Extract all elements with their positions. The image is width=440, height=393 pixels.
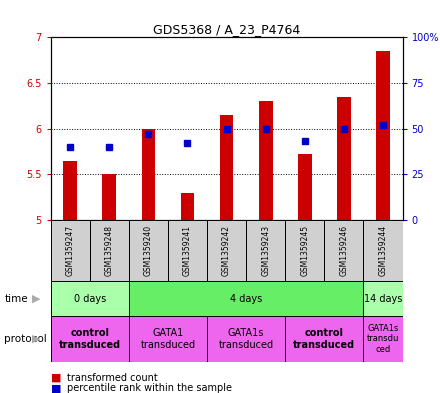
Text: GATA1
transduced: GATA1 transduced	[140, 328, 195, 350]
Text: control
transduced: control transduced	[293, 328, 356, 350]
Bar	[337, 97, 351, 220]
Bar	[51, 316, 129, 362]
Text: time: time	[4, 294, 28, 304]
Bar	[63, 161, 77, 220]
Text: GSM1359243: GSM1359243	[261, 225, 270, 276]
Text: GATA1s
transdu
ced: GATA1s transdu ced	[367, 324, 399, 354]
Text: protocol: protocol	[4, 334, 47, 344]
Bar	[129, 220, 168, 281]
Text: transformed count: transformed count	[67, 373, 158, 383]
Bar	[207, 316, 285, 362]
Bar	[51, 281, 129, 316]
Bar	[129, 281, 363, 316]
Bar	[259, 101, 272, 220]
Text: GSM1359242: GSM1359242	[222, 225, 231, 276]
Text: GSM1359246: GSM1359246	[339, 225, 348, 276]
Bar	[168, 220, 207, 281]
Text: ▶: ▶	[32, 334, 40, 344]
Text: control
transduced: control transduced	[59, 328, 121, 350]
Text: 4 days: 4 days	[230, 294, 262, 304]
Bar	[51, 220, 90, 281]
Text: GSM1359247: GSM1359247	[66, 225, 75, 276]
Text: ■: ■	[51, 373, 61, 383]
Text: GSM1359245: GSM1359245	[301, 225, 309, 276]
Bar	[363, 316, 403, 362]
Text: 14 days: 14 days	[364, 294, 402, 304]
Bar	[129, 316, 207, 362]
Bar	[285, 220, 324, 281]
Text: 0 days: 0 days	[73, 294, 106, 304]
Bar	[246, 220, 285, 281]
Bar	[363, 220, 403, 281]
Bar	[90, 220, 129, 281]
Title: GDS5368 / A_23_P4764: GDS5368 / A_23_P4764	[153, 23, 300, 36]
Text: ■: ■	[51, 383, 61, 393]
Bar	[181, 193, 194, 220]
Text: percentile rank within the sample: percentile rank within the sample	[67, 383, 232, 393]
Bar	[298, 154, 312, 220]
Bar	[324, 220, 363, 281]
Text: GSM1359241: GSM1359241	[183, 225, 192, 276]
Bar	[207, 220, 246, 281]
Text: GSM1359248: GSM1359248	[105, 225, 114, 276]
Bar	[142, 129, 155, 220]
Text: GSM1359240: GSM1359240	[144, 225, 153, 276]
Text: GSM1359244: GSM1359244	[378, 225, 388, 276]
Bar	[285, 316, 363, 362]
Bar	[103, 174, 116, 220]
Text: GATA1s
transduced: GATA1s transduced	[219, 328, 274, 350]
Text: ▶: ▶	[32, 294, 40, 304]
Bar	[363, 281, 403, 316]
Bar	[220, 115, 234, 220]
Bar	[376, 51, 390, 220]
